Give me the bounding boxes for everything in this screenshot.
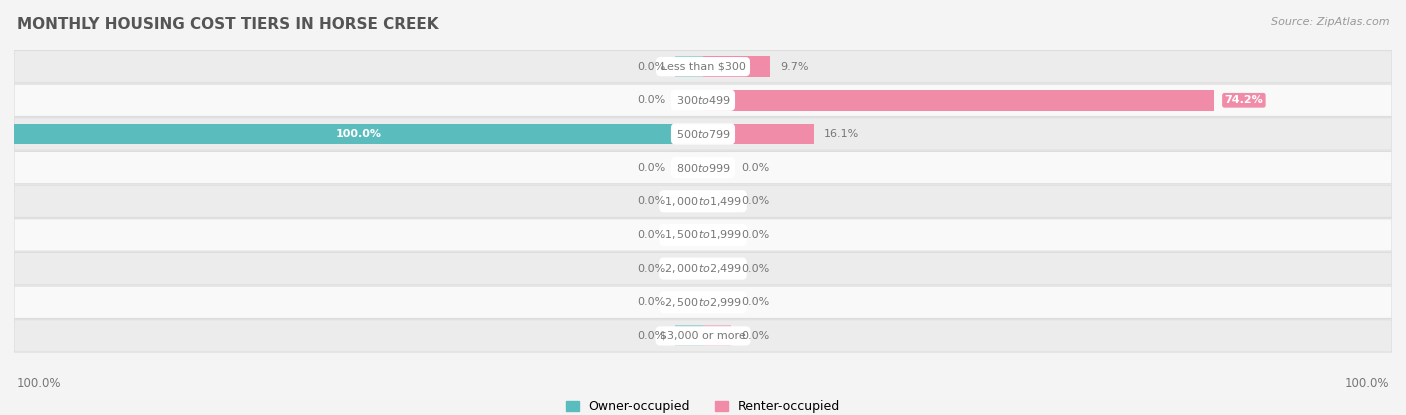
Bar: [675, 90, 703, 111]
Text: $800 to $999: $800 to $999: [675, 161, 731, 173]
Text: 0.0%: 0.0%: [741, 264, 769, 273]
Text: 16.1%: 16.1%: [824, 129, 859, 139]
Bar: [703, 325, 731, 347]
Text: 0.0%: 0.0%: [637, 95, 665, 105]
Text: Less than $300: Less than $300: [661, 62, 745, 72]
Legend: Owner-occupied, Renter-occupied: Owner-occupied, Renter-occupied: [567, 400, 839, 413]
Text: 0.0%: 0.0%: [637, 331, 665, 341]
Text: 9.7%: 9.7%: [780, 62, 808, 72]
Text: $500 to $799: $500 to $799: [675, 128, 731, 140]
Text: $2,500 to $2,999: $2,500 to $2,999: [664, 296, 742, 309]
Text: 0.0%: 0.0%: [741, 331, 769, 341]
Text: $2,000 to $2,499: $2,000 to $2,499: [664, 262, 742, 275]
Bar: [675, 225, 703, 245]
Bar: [675, 292, 703, 312]
Text: 100.0%: 100.0%: [1344, 377, 1389, 390]
Text: 0.0%: 0.0%: [637, 230, 665, 240]
Text: Source: ZipAtlas.com: Source: ZipAtlas.com: [1271, 17, 1389, 27]
Text: $3,000 or more: $3,000 or more: [661, 331, 745, 341]
Bar: [675, 56, 703, 77]
Bar: [703, 225, 731, 245]
Bar: [703, 258, 731, 279]
Bar: [675, 157, 703, 178]
Bar: [703, 191, 731, 212]
Text: 0.0%: 0.0%: [741, 196, 769, 206]
Text: 100.0%: 100.0%: [17, 377, 62, 390]
Bar: [675, 191, 703, 212]
Text: 0.0%: 0.0%: [637, 297, 665, 307]
FancyBboxPatch shape: [14, 252, 1392, 285]
FancyBboxPatch shape: [14, 51, 1392, 83]
Text: 0.0%: 0.0%: [741, 297, 769, 307]
Text: $300 to $499: $300 to $499: [675, 94, 731, 106]
FancyBboxPatch shape: [14, 286, 1392, 318]
Bar: [703, 292, 731, 312]
Bar: [703, 124, 814, 144]
FancyBboxPatch shape: [14, 84, 1392, 117]
Text: 0.0%: 0.0%: [637, 264, 665, 273]
Text: 0.0%: 0.0%: [637, 196, 665, 206]
Text: MONTHLY HOUSING COST TIERS IN HORSE CREEK: MONTHLY HOUSING COST TIERS IN HORSE CREE…: [17, 17, 439, 32]
FancyBboxPatch shape: [14, 320, 1392, 352]
Bar: [675, 258, 703, 279]
Text: 0.0%: 0.0%: [741, 163, 769, 173]
FancyBboxPatch shape: [14, 151, 1392, 184]
Text: 74.2%: 74.2%: [1225, 95, 1263, 105]
Text: 0.0%: 0.0%: [637, 163, 665, 173]
Bar: [675, 325, 703, 347]
Text: 0.0%: 0.0%: [741, 230, 769, 240]
Bar: [703, 157, 731, 178]
Text: 100.0%: 100.0%: [336, 129, 381, 139]
FancyBboxPatch shape: [14, 219, 1392, 251]
Text: 0.0%: 0.0%: [637, 62, 665, 72]
FancyBboxPatch shape: [14, 185, 1392, 217]
Bar: [14, 124, 703, 144]
Bar: [703, 56, 770, 77]
FancyBboxPatch shape: [14, 118, 1392, 150]
Text: $1,000 to $1,499: $1,000 to $1,499: [664, 195, 742, 208]
Bar: [703, 90, 1215, 111]
Text: $1,500 to $1,999: $1,500 to $1,999: [664, 228, 742, 242]
